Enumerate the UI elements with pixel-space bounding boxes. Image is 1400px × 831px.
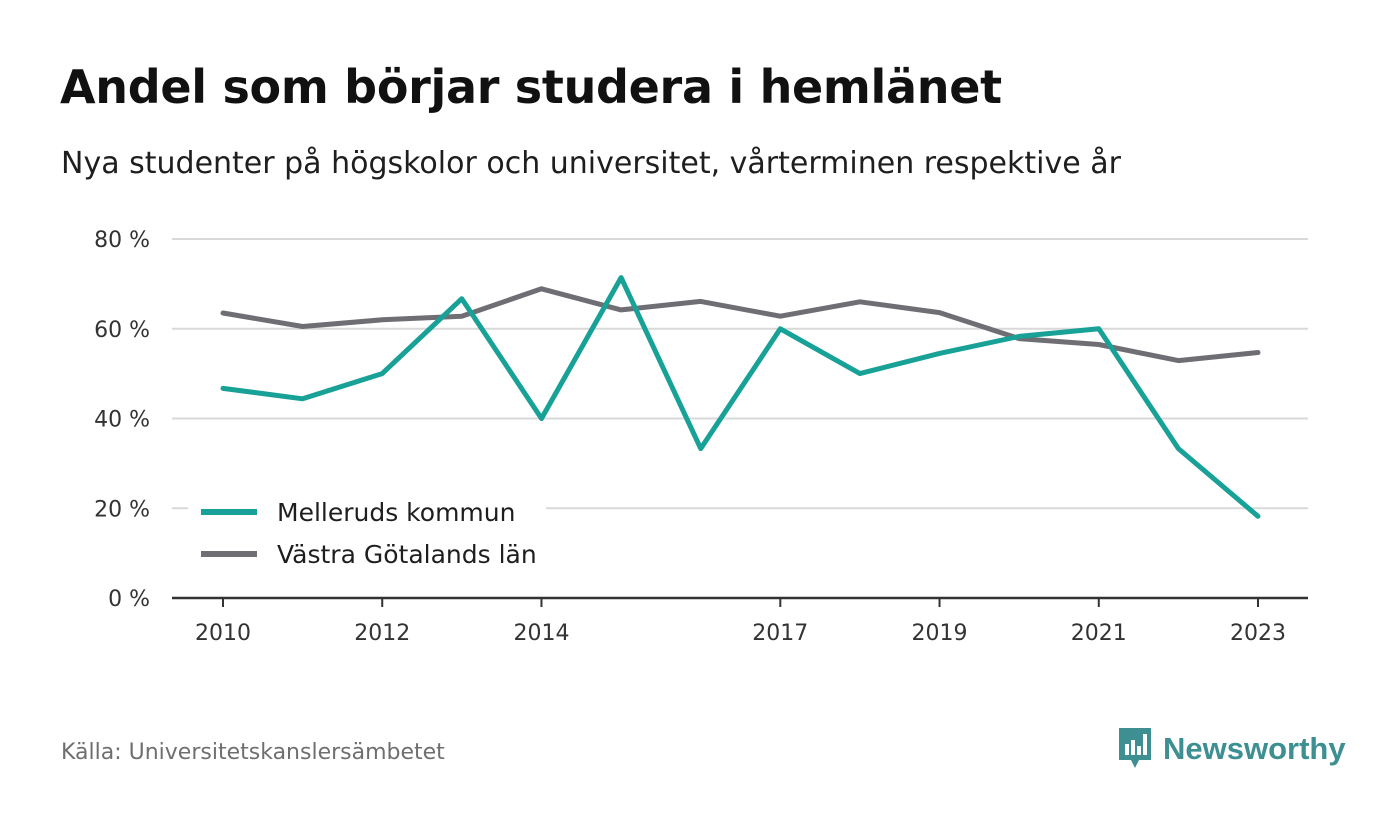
y-tick-label: 80 % — [94, 228, 150, 253]
chart-title: Andel som börjar studera i hemlänet — [60, 60, 1002, 114]
x-tick-label: 2012 — [354, 621, 410, 646]
y-tick-label: 40 % — [94, 408, 150, 433]
legend-label-1: Melleruds kommun — [277, 498, 515, 527]
newsworthy-logo-text: Newsworthy — [1163, 731, 1346, 766]
chart-subtitle: Nya studenter på högskolor och universit… — [61, 146, 1121, 181]
x-tick-label: 2021 — [1071, 621, 1127, 646]
legend-label-2: Västra Götalands län — [277, 540, 537, 569]
x-tick-label: 2019 — [912, 621, 968, 646]
legend-background — [188, 494, 546, 576]
newsworthy-logo-icon — [1119, 728, 1151, 768]
y-tick-label: 0 % — [108, 587, 150, 612]
newsworthy-logo[interactable]: Newsworthy — [1117, 726, 1346, 772]
x-tick-label: 2017 — [752, 621, 808, 646]
line-chart: 0 % 20 % 40 % 60 % 80 % 2010 2012 2014 2017 2019 2… — [94, 228, 1308, 646]
x-tick-label: 2014 — [513, 621, 569, 646]
y-tick-label: 20 % — [94, 497, 150, 522]
source-note: Källa: Universitetskanslersämbetet — [61, 740, 445, 765]
x-tick-label: 2023 — [1230, 621, 1286, 646]
x-tick-label: 2010 — [195, 621, 251, 646]
series-line-vastra-gotalands-lan — [220, 286, 1261, 364]
y-tick-label: 60 % — [94, 318, 150, 343]
series-line-melleruds-kommun — [220, 275, 1261, 519]
